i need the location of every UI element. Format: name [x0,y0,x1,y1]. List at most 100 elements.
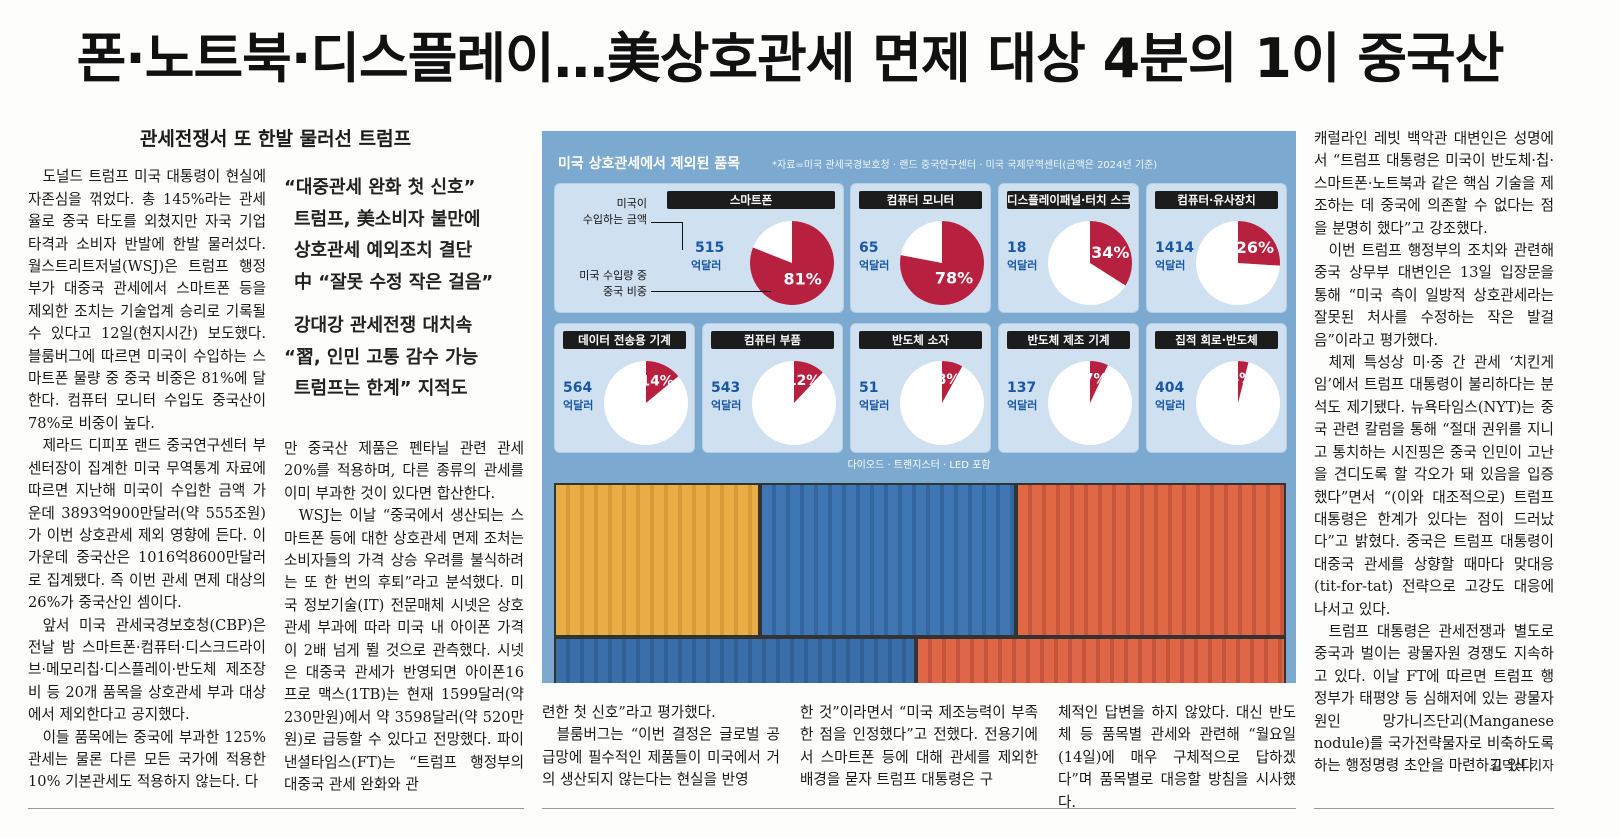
chart-panel: 컴퓨터 모니터 65 억달러 78% [850,183,991,313]
legend-leader-line [651,222,683,250]
chart-item-unit: 억달러 [1155,399,1186,412]
pie-china-share-slice [900,221,984,305]
bottom-rule [28,808,524,809]
chart-item-amount: 564 [563,380,593,396]
pie-share-label: 78% [935,269,973,288]
chart-panel: 컴퓨터·유사장치 1414 억달러 26% [1146,183,1287,313]
pie-chart: 4% [1196,361,1280,445]
pie-china-share-slice [1090,221,1132,286]
paragraph: 이번 트럼프 행정부의 조치와 관련해 중국 상무부 대변인은 13일 입장문을… [1314,242,1554,349]
chart-item-label: 컴퓨터 부품 [711,331,834,349]
chart-item-label: 스마트폰 [667,191,835,209]
pie-share-label: 12% [787,373,821,389]
chart-item-amount: 51 [859,380,879,396]
chart-panel: 반도체 소자 51 억달러 8% [850,323,991,453]
graphic-source: *자료=미국 관세국경보호청 · 랜드 중국연구센터 · 미국 국제무역센터(금… [772,160,1158,171]
article-subhead: 관세전쟁서 또 한발 물러선 트럼프 [139,128,412,150]
pie-china-share-slice [1238,361,1249,403]
pie-share-label: 7% [1084,372,1108,388]
graphic-footnote: 다이오드 · 트랜지스터 · LED 포함 [847,460,991,471]
article-column-1: 관세전쟁서 또 한발 물러선 트럼프 도널드 트럼프 미국 대통령이 현실에 자… [28,128,411,794]
chart-item-label: 디스플레이패널·터치 스크린 [1007,191,1130,209]
deck-line: “대중관세 완화 첫 신호” [284,177,476,198]
chart-item-unit: 억달러 [1155,259,1186,272]
paragraph: 체적인 답변을 하지 않았다. 대신 반도체 등 품목별 관세와 관련해 “월요… [1058,704,1296,811]
bottom-rule [1314,808,1554,809]
chart-panel: 디스플레이패널·터치 스크린 18 억달러 34% [998,183,1139,313]
pie-share-label: 26% [1236,238,1274,257]
pie-china-share-slice [794,361,823,403]
chart-item-label: 데이터 전송용 기계 [563,331,686,349]
article-column-6: 캐럴라인 레빗 백악관 대변인은 성명에서 “트럼프 대통령은 미국이 반도체·… [1314,128,1554,778]
byline: 김덕식 기자 [1490,758,1554,774]
pie-share-label: 14% [640,373,674,389]
article-column-5: 체적인 답변을 하지 않았다. 대신 반도체 등 품목별 관세와 관련해 “월요… [1058,702,1296,814]
pie-chart: 12% [752,361,836,445]
chart-item-label: 집적 회로·반도체 [1155,331,1278,349]
paragraph: 트럼프 대통령은 관세전쟁과 별도로 중국과 벌이는 광물자원 경쟁도 지속하고… [1314,622,1554,775]
chart-panel: 컴퓨터 부품 543 억달러 12% [702,323,843,453]
deck-line: 트럼프, 美소비자 불만에 [294,208,481,230]
chart-item-label: 반도체 제조 기계 [1007,331,1130,349]
paragraph: 도널드 트럼프 미국 대통령이 현실에 자존심을 꺾었다. 총 145%라는 관… [28,168,266,432]
chart-panel: 데이터 전송용 기계 564 억달러 14% [554,323,695,453]
deck-headlines: “대중관세 완화 첫 신호” 트럼프, 美소비자 불만에 상호관세 예외조치 결… [284,172,524,405]
paragraph: 체제 특성상 미·중 간 관세 ‘치킨게임’에서 트럼프 대통령이 불리하다는 … [1314,354,1554,618]
chart-item-label: 컴퓨터 모니터 [859,191,982,209]
pie-chart: 34% [1048,221,1132,305]
legend-leader-line [651,291,771,292]
chart-item-unit: 억달러 [711,399,742,412]
pie-share-label: 81% [783,270,821,289]
legend-amount: 미국이 수입하는 금액 [582,197,647,226]
pie-china-share-slice [1090,361,1108,403]
graphic-title: 미국 상호관세에서 제외된 품목 [558,156,741,172]
pie-chart: 78% [900,221,984,305]
bottom-rule [542,808,1296,809]
paragraph: 한 것”이라면서 “미국 제조능력이 부족한 점을 인정했다”고 전했다. 전용… [800,704,1038,789]
deck-line: 상호관세 예외조치 결단 [294,240,473,261]
paragraph: 이들 품목에는 중국에 부과한 125% 관세는 물론 다른 모든 국가에 적용… [28,728,266,791]
chart-item-amount: 404 [1155,380,1185,396]
chart-item-unit: 억달러 [859,399,890,412]
pie-chart: 26% [1196,221,1280,305]
pie-china-share-slice [1238,221,1280,266]
chart-item-amount: 137 [1007,380,1037,396]
chart-item-unit: 억달러 [1007,259,1038,272]
pie-chart: 7% [1048,361,1132,445]
chart-item-amount: 1414 [1155,240,1194,256]
paragraph: 앞서 미국 관세국경보호청(CBP)은 전날 밤 스마트폰·컴퓨터·디스크드라이… [28,616,266,724]
article-column-2: 만 중국산 제품은 펜타닐 관련 관세 20%를 적용하며, 다른 종류의 관세… [284,438,524,797]
legend-share: 미국 수입량 중 중국 비중 [579,269,647,298]
chart-item-unit: 억달러 [691,259,722,272]
chart-item-unit: 억달러 [563,399,594,412]
chart-panel: 집적 회로·반도체 404 억달러 4% [1146,323,1287,453]
pie-china-share-slice [942,361,963,403]
paragraph: 만 중국산 제품은 펜타닐 관련 관세 20%를 적용하며, 다른 종류의 관세… [284,440,524,502]
paragraph: 련한 첫 신호”라고 평가했다. [542,704,716,721]
chart-item-amount: 65 [859,240,879,256]
pie-share-label: 34% [1091,243,1129,262]
paragraph: 캐럴라인 레빗 백악관 대변인은 성명에서 “트럼프 대통령은 미국이 반도체·… [1314,130,1554,237]
pie-chart: 8% [900,361,984,445]
deck-line: 트럼프는 한계” 지적도 [294,378,468,399]
chart-panel: 반도체 제조 기계 137 억달러 7% [998,323,1139,453]
pie-china-share-slice [750,221,834,305]
chart-item-unit: 억달러 [1007,399,1038,412]
deck-line: 강대강 관세전쟁 대치속 [294,315,473,336]
paragraph: WSJ는 이날 “중국에서 생산되는 스마트폰 등에 대한 상호관세 면제 조처… [284,507,524,794]
deck-line: “習, 인민 고통 감수 가능 [284,346,479,368]
headline: 폰·노트북·디스플레이…美상호관세 면제 대상 4분의 1이 중국산 [76,27,1505,90]
chart-item-amount: 515 [695,240,725,256]
deck-line: 中 “잘못 수정 작은 걸음” [294,271,494,293]
paragraph: 제라드 디피포 랜드 중국연구센터 부센터장이 집계한 미국 무역통계 자료에 … [28,437,266,612]
chart-item-amount: 543 [711,380,741,396]
pie-share-label: 4% [1229,371,1253,387]
infographic: 미국 상호관세에서 제외된 품목 *자료=미국 관세국경보호청 · 랜드 중국연… [542,131,1296,683]
chart-item-label: 컴퓨터·유사장치 [1155,191,1278,209]
pie-chart: 81% [750,221,834,305]
article-column-3: 련한 첫 신호”라고 평가했다. 블룸버그는 “이번 결정은 글로벌 공급망에 … [542,702,780,792]
pie-china-share-slice [646,361,679,403]
pie-chart: 14% [604,361,688,445]
chart-item-label: 반도체 소자 [859,331,982,349]
